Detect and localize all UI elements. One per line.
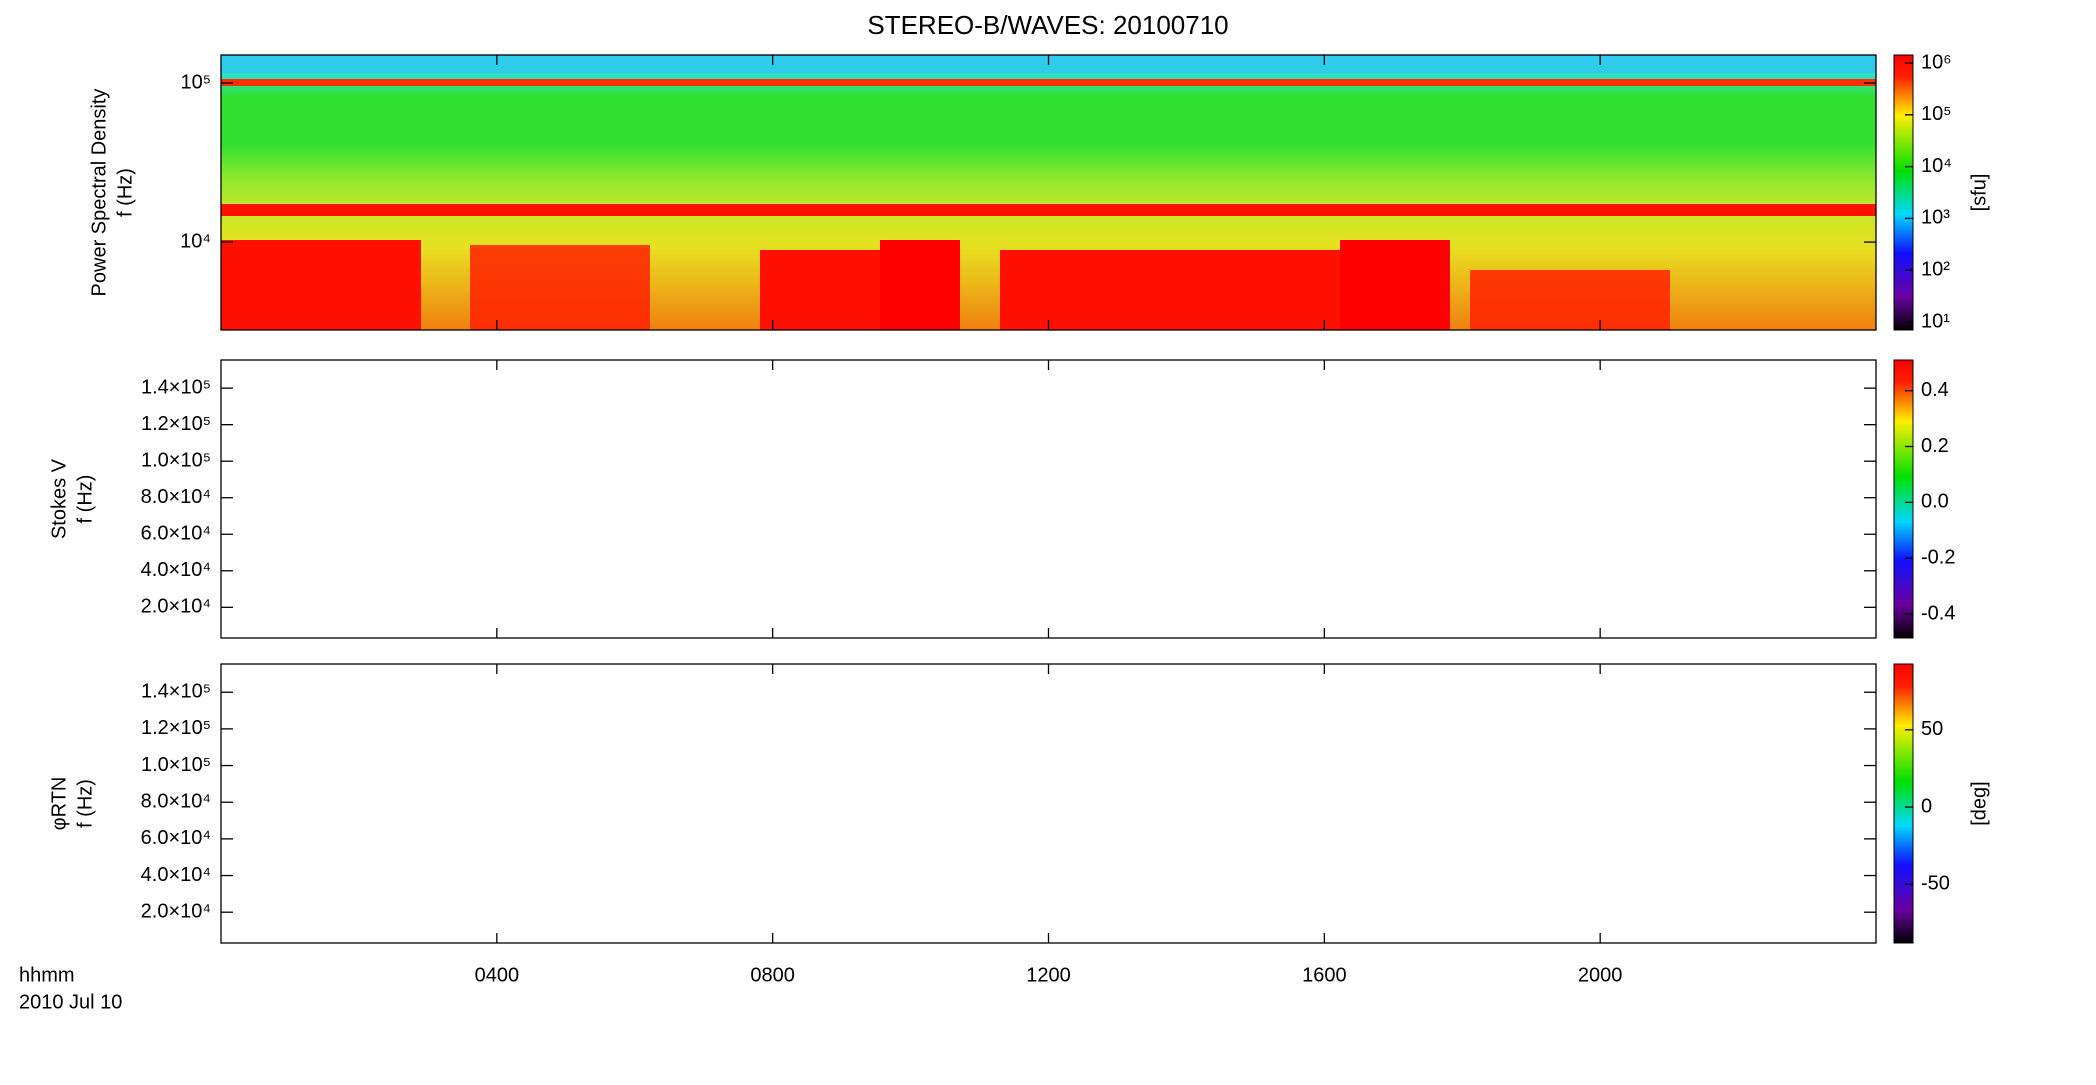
y-tick-label: 1.2×10⁵: [141, 413, 211, 435]
x-tick-label: 2000: [1578, 964, 1623, 986]
y-tick-label: 6.0×10⁴: [141, 523, 211, 545]
colorbar-tick-label: 0: [1921, 795, 1932, 817]
y-tick-label: 10⁴: [180, 230, 211, 252]
colorbar: [1893, 54, 1914, 331]
y-tick-label: 1.4×10⁵: [141, 681, 211, 703]
colorbar-label: [deg]: [1968, 781, 1990, 825]
spectrogram-image: [221, 55, 1876, 330]
x-tick-label: 1200: [1026, 964, 1071, 986]
chart-title: STEREO-B/WAVES: 20100710: [867, 10, 1228, 40]
colorbar-tick-label: 10⁵: [1921, 103, 1952, 125]
y-tick-label: 4.0×10⁴: [141, 864, 211, 886]
x-axis-label: hhmm: [19, 964, 75, 986]
y-tick-label: 1.4×10⁵: [141, 376, 211, 398]
plot-frame: [220, 663, 1877, 944]
colorbar-tick-label: -0.2: [1921, 546, 1955, 568]
x-tick-label: 0400: [475, 964, 520, 986]
colorbar: [1893, 359, 1914, 639]
y-tick-label: 8.0×10⁴: [141, 790, 211, 812]
colorbar-tick-label: 10¹: [1921, 310, 1950, 332]
y-tick-label: 2.0×10⁴: [141, 596, 211, 618]
colorbar-tick-label: 0.4: [1921, 379, 1949, 401]
colorbar-tick-label: -0.4: [1921, 602, 1955, 624]
y-tick-label: 8.0×10⁴: [141, 486, 211, 508]
plot-frame: [220, 359, 1877, 639]
y-tick-label: 1.2×10⁵: [141, 717, 211, 739]
colorbar-tick-label: -50: [1921, 873, 1950, 895]
colorbar-tick-label: 0.0: [1921, 491, 1949, 513]
y-tick-label: 2.0×10⁴: [141, 900, 211, 922]
colorbar: [1893, 663, 1914, 944]
colorbar-tick-label: 0.2: [1921, 435, 1949, 457]
y-axis-label: f (Hz): [74, 475, 96, 524]
x-tick-label: 1600: [1302, 964, 1347, 986]
y-axis-label: f (Hz): [114, 168, 136, 217]
y-tick-label: 1.0×10⁵: [141, 754, 211, 776]
colorbar-label: [sfu]: [1968, 174, 1990, 212]
colorbar-tick-label: 10⁶: [1921, 51, 1951, 73]
date-label: 2010 Jul 10: [19, 991, 122, 1013]
colorbar-tick-label: 10³: [1921, 207, 1950, 229]
y-axis-label: φRTN: [48, 777, 70, 831]
y-tick-label: 6.0×10⁴: [141, 827, 211, 849]
colorbar-tick-label: 10⁴: [1921, 155, 1952, 177]
colorbar-tick-label: 50: [1921, 718, 1943, 740]
y-axis-label: Stokes V: [48, 458, 70, 539]
colorbar-tick-label: 10²: [1921, 258, 1950, 280]
x-tick-label: 0800: [750, 964, 795, 986]
y-axis-label: f (Hz): [74, 779, 96, 828]
y-tick-label: 4.0×10⁴: [141, 559, 211, 581]
y-axis-label: Power Spectral Density: [88, 89, 110, 297]
y-tick-label: 10⁵: [180, 71, 211, 93]
y-tick-label: 1.0×10⁵: [141, 449, 211, 471]
